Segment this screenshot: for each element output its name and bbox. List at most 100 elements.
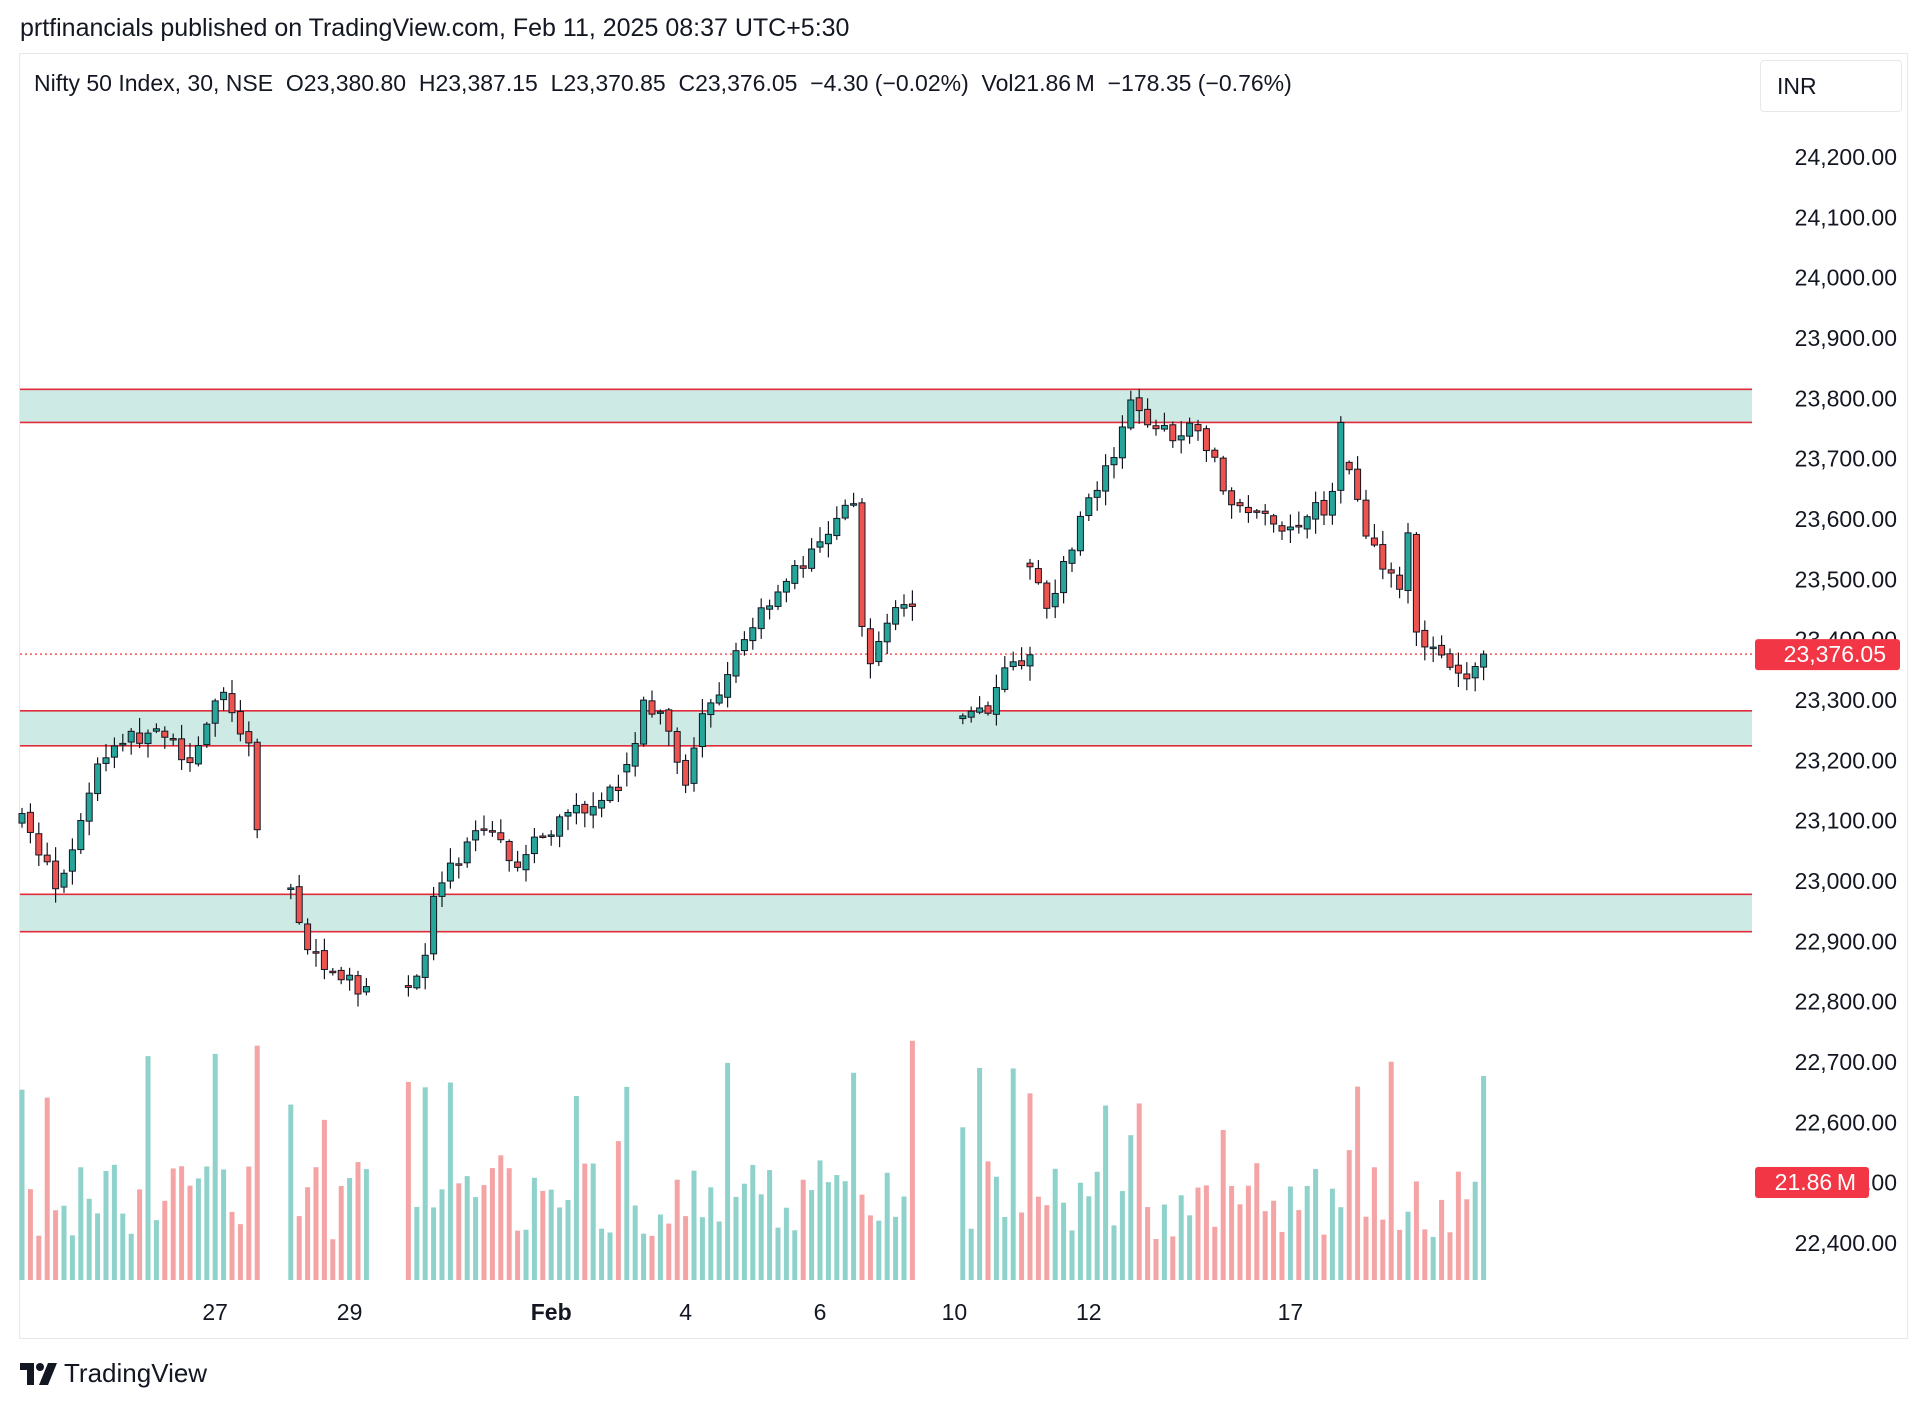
candle[interactable] (648, 690, 656, 718)
candle[interactable] (1379, 530, 1387, 580)
candle[interactable] (1312, 491, 1320, 534)
candle[interactable] (77, 813, 85, 854)
candle[interactable] (337, 966, 345, 985)
candle[interactable] (346, 967, 354, 991)
candle[interactable] (94, 757, 102, 802)
candle[interactable] (68, 838, 76, 885)
sr-zone-3[interactable] (20, 894, 1752, 932)
candle[interactable] (623, 752, 631, 787)
candle[interactable] (236, 700, 244, 742)
candle[interactable] (1152, 419, 1160, 436)
candle[interactable] (1387, 562, 1395, 588)
candle[interactable] (26, 803, 34, 844)
candle[interactable] (1404, 522, 1412, 604)
candle[interactable] (1253, 509, 1261, 519)
candle[interactable] (1135, 388, 1143, 424)
candle[interactable] (354, 970, 362, 1007)
candle[interactable] (1144, 398, 1152, 428)
candle[interactable] (808, 538, 816, 572)
candle[interactable] (908, 590, 916, 621)
candle[interactable] (1034, 560, 1042, 585)
candle[interactable] (1085, 493, 1093, 522)
candle[interactable] (690, 737, 698, 792)
candle[interactable] (1412, 531, 1420, 647)
candle[interactable] (900, 594, 908, 617)
candle[interactable] (186, 743, 194, 772)
candle[interactable] (1102, 454, 1110, 506)
candle[interactable] (446, 848, 454, 889)
candle[interactable] (85, 782, 93, 836)
candle[interactable] (547, 830, 555, 846)
candle[interactable] (35, 822, 43, 867)
candle[interactable] (1480, 650, 1488, 681)
candle[interactable] (698, 699, 706, 758)
candle[interactable] (1177, 421, 1185, 454)
candle[interactable] (732, 642, 740, 683)
candle[interactable] (1110, 447, 1118, 479)
candle[interactable] (1219, 455, 1227, 495)
candle[interactable] (572, 793, 580, 825)
candle[interactable] (556, 814, 564, 848)
candle[interactable] (656, 709, 664, 725)
candle[interactable] (480, 815, 488, 836)
candle[interactable] (1236, 498, 1244, 513)
candle[interactable] (438, 871, 446, 908)
candle[interactable] (463, 837, 471, 868)
candle[interactable] (1295, 511, 1303, 534)
candle[interactable] (52, 847, 60, 903)
candle[interactable] (127, 728, 135, 755)
candle[interactable] (194, 736, 202, 767)
candle[interactable] (1454, 652, 1462, 688)
candle[interactable] (539, 832, 547, 839)
candle[interactable] (161, 726, 169, 749)
candle[interactable] (724, 661, 732, 708)
candle[interactable] (1446, 648, 1454, 671)
candle[interactable] (1345, 460, 1353, 475)
candle[interactable] (522, 844, 530, 882)
candle[interactable] (18, 807, 26, 828)
candle[interactable] (488, 821, 496, 837)
candle[interactable] (1286, 514, 1294, 543)
candle[interactable] (1211, 447, 1219, 463)
candle[interactable] (1354, 456, 1362, 502)
candle[interactable] (1051, 579, 1059, 619)
candle[interactable] (673, 727, 681, 775)
candle[interactable] (598, 792, 606, 818)
candle[interactable] (766, 599, 774, 620)
candle[interactable] (892, 600, 900, 631)
candle[interactable] (102, 743, 110, 772)
symbol-title[interactable]: Nifty 50 Index, 30, NSE (34, 70, 274, 96)
candle[interactable] (850, 492, 858, 508)
candle[interactable] (1471, 662, 1479, 692)
candle[interactable] (959, 713, 967, 725)
candle[interactable] (455, 857, 463, 879)
candle[interactable] (404, 975, 412, 997)
candle[interactable] (1429, 636, 1437, 663)
candle[interactable] (110, 737, 118, 769)
candle[interactable] (631, 732, 639, 777)
candle[interactable] (304, 918, 312, 955)
candle[interactable] (1202, 425, 1210, 462)
candle[interactable] (682, 754, 690, 794)
candle[interactable] (757, 598, 765, 639)
candle[interactable] (514, 850, 522, 872)
sr-zone-1[interactable] (20, 389, 1752, 423)
candle[interactable] (220, 687, 228, 712)
candle[interactable] (841, 499, 849, 521)
candle[interactable] (178, 724, 186, 770)
candle[interactable] (472, 820, 480, 852)
candle[interactable] (245, 721, 253, 757)
candle[interactable] (1438, 635, 1446, 659)
candle[interactable] (1009, 651, 1017, 671)
candle[interactable] (1186, 417, 1194, 444)
candle[interactable] (497, 819, 505, 844)
candle[interactable] (43, 842, 51, 866)
price-chart[interactable]: 24,200.00 24,100.00 24,000.00 23,900.00 23,8… (0, 0, 1920, 1340)
candle[interactable] (1001, 656, 1009, 693)
candle[interactable] (967, 706, 975, 723)
candle[interactable] (413, 974, 421, 990)
candle[interactable] (430, 886, 438, 961)
candle[interactable] (614, 774, 622, 802)
candle[interactable] (1228, 487, 1236, 519)
candle[interactable] (119, 733, 127, 752)
